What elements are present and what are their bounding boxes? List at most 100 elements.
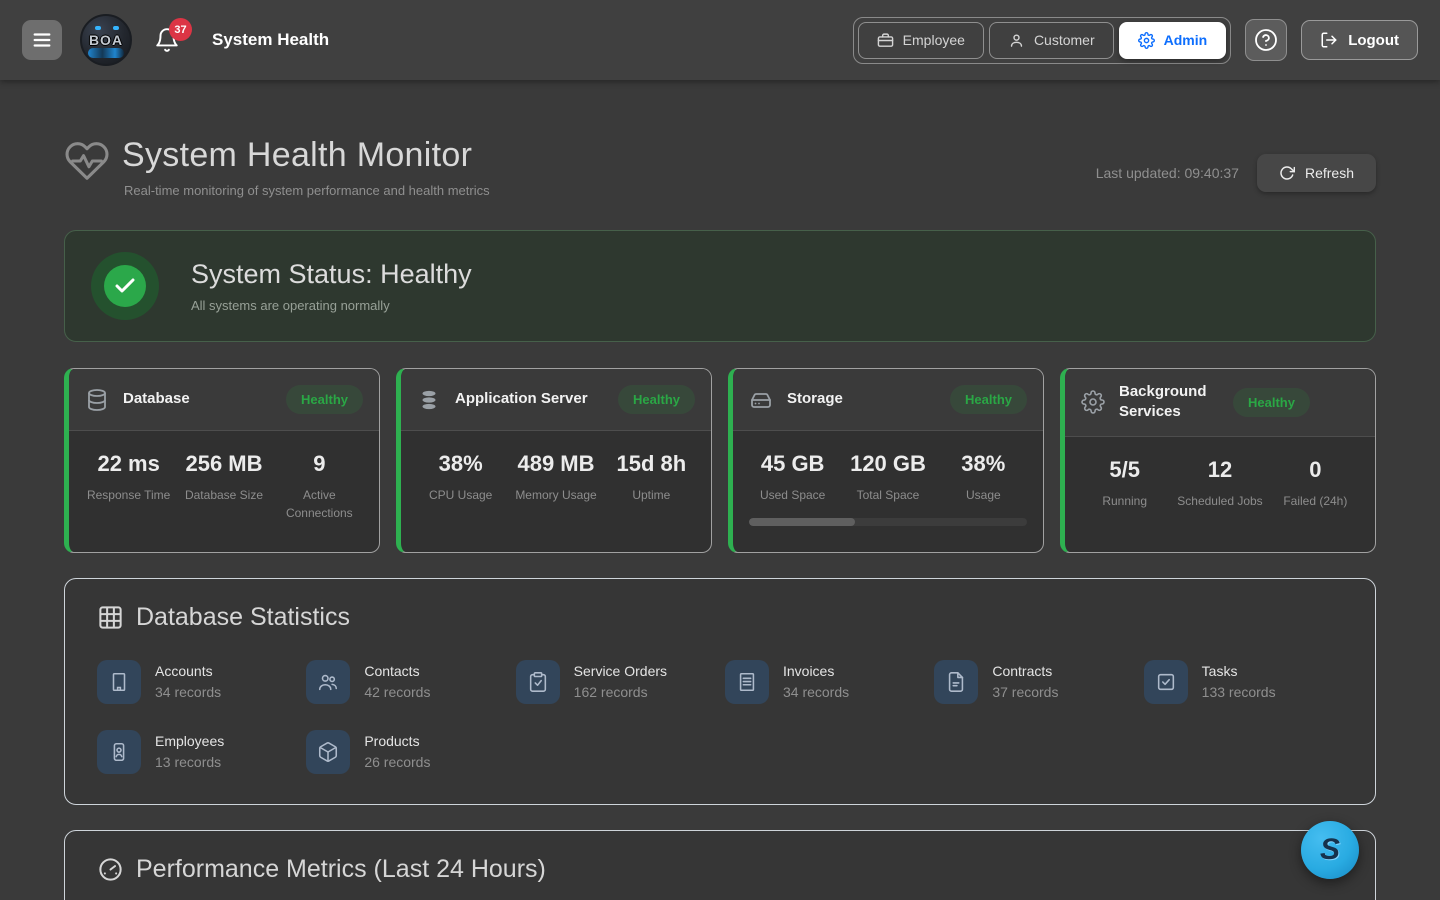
- help-button[interactable]: [1245, 19, 1287, 61]
- gear-icon: [1138, 32, 1155, 49]
- notification-count-badge: 37: [169, 18, 192, 41]
- stat-records: 13 records: [155, 754, 224, 770]
- status-badge: Healthy: [1233, 388, 1310, 417]
- heart-pulse-icon: [64, 138, 110, 184]
- metric-label: Response Time: [81, 486, 176, 504]
- logout-icon: [1320, 31, 1338, 49]
- metric-label: Scheduled Jobs: [1172, 492, 1267, 510]
- status-badge: Healthy: [950, 385, 1027, 414]
- metric-value: 0: [1268, 457, 1363, 483]
- stat-records: 42 records: [364, 684, 430, 700]
- id-badge-icon: [97, 730, 141, 774]
- page-header: System Health Monitor Real-time monitori…: [64, 136, 1376, 198]
- stat-item-contracts: Contracts 37 records: [934, 660, 1133, 704]
- users-icon: [306, 660, 350, 704]
- app-logo: BOA: [80, 14, 132, 66]
- metric-value: 38%: [413, 451, 508, 477]
- card-title: Application Server: [455, 389, 604, 409]
- stat-records: 34 records: [783, 684, 849, 700]
- metric-value: 256 MB: [176, 451, 271, 477]
- metric-value: 9: [272, 451, 367, 477]
- notifications-button[interactable]: 37: [154, 27, 180, 53]
- stat-name: Employees: [155, 730, 224, 749]
- admin-tab-button[interactable]: Admin: [1119, 22, 1227, 59]
- stat-item-products: Products26 records: [306, 730, 505, 774]
- app-logo-text: BOA: [89, 32, 123, 48]
- stat-name: Service Orders: [574, 660, 667, 679]
- stat-records: 34 records: [155, 684, 221, 700]
- snake-icon: S: [1320, 833, 1340, 867]
- check-square-icon: [1144, 660, 1188, 704]
- metric-label: Failed (24h): [1268, 492, 1363, 510]
- metric-value: 15d 8h: [604, 451, 699, 477]
- stat-item-tasks: Tasks133 records: [1144, 660, 1343, 704]
- stat-name: Contracts: [992, 660, 1058, 679]
- refresh-label: Refresh: [1305, 165, 1354, 181]
- employee-tab-button[interactable]: Employee: [858, 22, 984, 59]
- performance-metrics-panel: Performance Metrics (Last 24 Hours): [64, 830, 1376, 900]
- card-title: Database: [123, 389, 272, 409]
- refresh-button[interactable]: Refresh: [1257, 154, 1376, 192]
- logout-button[interactable]: Logout: [1301, 20, 1418, 60]
- main-content: System Health Monitor Real-time monitori…: [0, 136, 1440, 900]
- page-subtitle: Real-time monitoring of system performan…: [124, 183, 490, 198]
- stat-records: 26 records: [364, 754, 430, 770]
- server-icon: [417, 388, 441, 412]
- stat-item-contacts: Contacts 42 records: [306, 660, 505, 704]
- database-statistics-title: Database Statistics: [136, 603, 350, 632]
- performance-metrics-title: Performance Metrics (Last 24 Hours): [136, 855, 546, 884]
- database-health-card: Database Healthy 22 ms Response Time 256 …: [64, 368, 380, 553]
- stat-item-service-orders: Service Orders 162 records: [516, 660, 715, 704]
- employee-tab-label: Employee: [903, 32, 965, 48]
- top-navbar: BOA 37 System Health Employee Customer: [0, 0, 1440, 80]
- clipboard-check-icon: [516, 660, 560, 704]
- database-icon: [85, 388, 109, 412]
- metric-label: Total Space: [840, 486, 935, 504]
- role-switcher: Employee Customer Admin: [853, 17, 1232, 64]
- status-check-circle: [91, 252, 159, 320]
- metric-value: 120 GB: [840, 451, 935, 477]
- storage-progress-fill: [749, 518, 855, 526]
- metric-value: 22 ms: [81, 451, 176, 477]
- refresh-icon: [1279, 165, 1295, 181]
- metric-value: 5/5: [1077, 457, 1172, 483]
- database-statistics-grid: Accounts 34 records Contacts 42 records Se…: [97, 660, 1343, 774]
- last-updated-text: Last updated: 09:40:37: [1096, 165, 1239, 181]
- gauge-icon: [97, 856, 124, 883]
- stat-name: Contacts: [364, 660, 430, 679]
- customer-tab-label: Customer: [1034, 32, 1095, 48]
- metric-value: 38%: [936, 451, 1031, 477]
- customer-tab-button[interactable]: Customer: [989, 22, 1114, 59]
- snake-floating-action-button[interactable]: S: [1301, 821, 1359, 879]
- metric-label: Usage: [936, 486, 1031, 504]
- question-circle-icon: [1254, 28, 1278, 52]
- status-title: System Status: Healthy: [191, 259, 472, 290]
- metric-label: Memory Usage: [508, 486, 603, 504]
- stat-item-invoices: Invoices 34 records: [725, 660, 924, 704]
- stat-records: 162 records: [574, 684, 667, 700]
- metric-label: Running: [1077, 492, 1172, 510]
- stat-name: Accounts: [155, 660, 221, 679]
- table-grid-icon: [97, 604, 124, 631]
- app-server-health-card: Application Server Healthy 38%CPU Usage …: [396, 368, 712, 553]
- metric-label: CPU Usage: [413, 486, 508, 504]
- hamburger-icon: [31, 29, 53, 51]
- stat-records: 37 records: [992, 684, 1058, 700]
- storage-usage-progressbar: [749, 518, 1027, 526]
- navbar-title: System Health: [212, 30, 329, 50]
- check-icon: [113, 274, 137, 298]
- metric-label: Uptime: [604, 486, 699, 504]
- status-badge: Healthy: [286, 385, 363, 414]
- health-cards-row: Database Healthy 22 ms Response Time 256 …: [64, 368, 1376, 553]
- stat-records: 133 records: [1202, 684, 1276, 700]
- card-title: Storage: [787, 389, 936, 409]
- stat-name: Invoices: [783, 660, 849, 679]
- background-services-health-card: Background Services Healthy 5/5Running 1…: [1060, 368, 1376, 553]
- storage-health-card: Storage Healthy 45 GBUsed Space 120 GBTo…: [728, 368, 1044, 553]
- status-subtitle: All systems are operating normally: [191, 298, 472, 313]
- metric-label: Used Space: [745, 486, 840, 504]
- hamburger-menu-button[interactable]: [22, 20, 62, 60]
- stat-item-employees: Employees 13 records: [97, 730, 296, 774]
- cube-icon: [306, 730, 350, 774]
- file-text-icon: [934, 660, 978, 704]
